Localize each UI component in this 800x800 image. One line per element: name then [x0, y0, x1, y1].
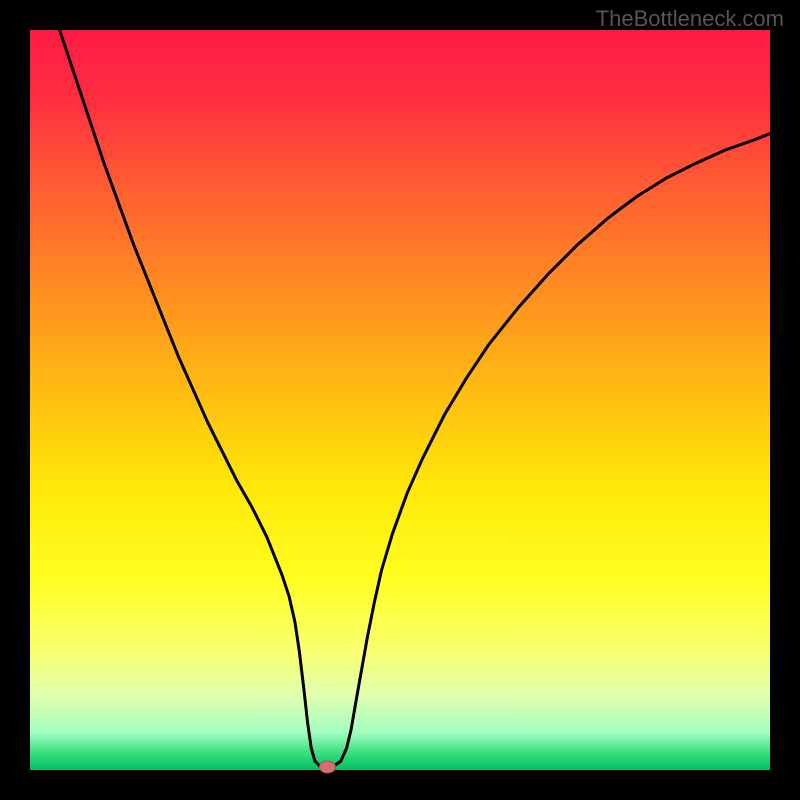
optimal-point-marker	[319, 761, 335, 773]
watermark-text: TheBottleneck.com	[596, 6, 784, 32]
plot-background	[30, 30, 770, 770]
chart-svg	[0, 0, 800, 800]
bottleneck-chart	[0, 0, 800, 800]
